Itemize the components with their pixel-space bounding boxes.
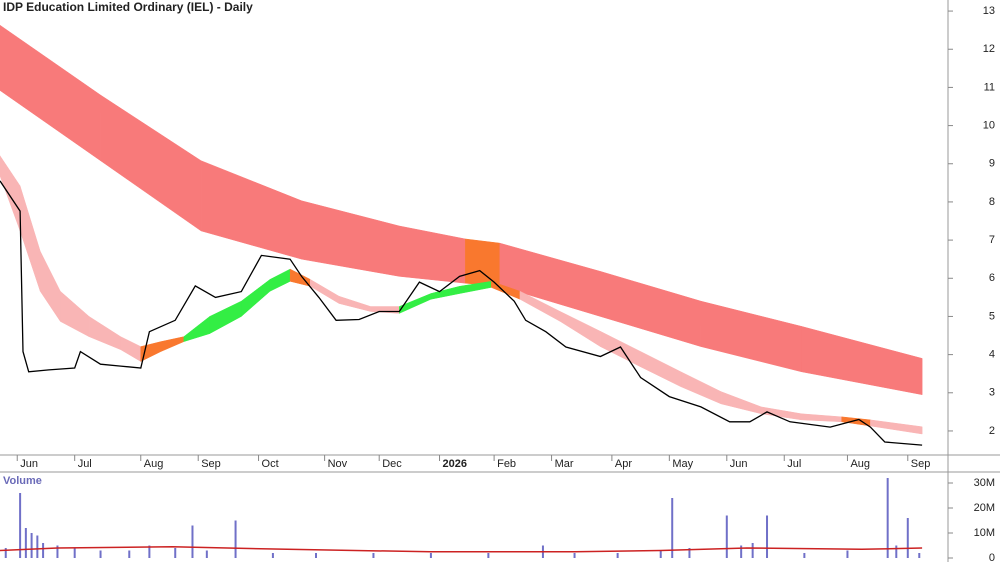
volume-title: Volume [3,475,42,487]
x-tick-label: Sep [911,458,931,470]
volume-bar [315,553,317,558]
x-tick-label: Aug [850,458,870,470]
volume-bar [487,553,490,558]
y-tick-label: 30M [974,477,995,489]
x-tick-label: Oct [262,458,279,470]
long-band [465,238,501,287]
y-tick-label: 10M [974,527,995,539]
x-tick-label: Mar [555,458,574,470]
x-tick-label: Apr [615,458,632,470]
x-tick-label: Dec [382,458,402,470]
close-line [0,180,923,446]
volume-bar [42,543,45,558]
volume-bar [191,525,194,558]
volume-bar [573,553,576,558]
y-tick-label: 10 [983,119,995,131]
volume-bar [99,550,102,558]
y-tick-label: 7 [989,234,995,246]
x-tick-label: Nov [328,458,348,470]
short-band [870,419,923,435]
volume-bar [766,515,769,558]
volume-bar [24,528,27,558]
volume-bar [36,535,39,558]
volume-bar [895,545,898,558]
y-tick-label: 13 [983,5,995,17]
volume-bar [30,533,33,558]
x-tick-label: May [672,458,693,470]
volume-bar [234,520,237,558]
volume-average [0,546,923,553]
volume-bar [73,548,76,558]
volume-bar [906,518,909,558]
volume-bar [56,545,59,558]
volume-bar [271,553,274,558]
x-tick-label: Jul [78,458,92,470]
plot: 2 3 4 5 6 7 8 9 10 11 12 13 Jun Jul Aug Sep Oct Nov Dec 202… [0,5,995,562]
x-tick-label: Jul [787,458,801,470]
volume-bar [846,550,849,558]
volume-bar [174,548,177,558]
volume-bar [918,553,921,558]
x-tick-label: Sep [201,458,221,470]
y-tick-label: 5 [989,310,995,322]
x-tick-label: Jun [20,458,38,470]
y-tick-label: 6 [989,272,995,284]
x-tick-label: Feb [497,458,516,470]
volume-bar [803,553,806,558]
volume-bar [19,493,22,558]
x-tick-label: 2026 [443,458,467,470]
volume-bar [671,498,674,558]
chart-title: IDP Education Limited Ordinary (IEL) - D… [3,0,253,14]
volume-bar [751,543,754,558]
y-tick-label: 11 [984,81,995,93]
volume-bar [4,548,7,558]
x-tick-label: Aug [144,458,164,470]
y-tick-label: 2 [989,425,995,437]
volume-bar [688,548,691,558]
y-tick-label: 0 [989,552,995,562]
y-tick-label: 20M [974,502,995,514]
y-tick-label: 12 [983,43,995,55]
y-tick-label: 8 [989,196,995,208]
volume-bar [372,553,375,558]
y-tick-label: 9 [989,158,995,170]
x-tick-label: Jun [730,458,748,470]
volume-bar [725,515,728,558]
long-band [801,326,923,395]
y-tick-label: 3 [989,387,995,399]
volume-bar [659,550,662,558]
y-tick-label: 4 [989,349,995,361]
volume-bar [616,553,619,558]
volume-bar [429,553,432,558]
volume-bar [128,550,131,558]
volume-bar [740,545,743,558]
volume-bar [886,478,889,558]
volume-bar [148,545,151,558]
volume-bar [205,550,208,558]
